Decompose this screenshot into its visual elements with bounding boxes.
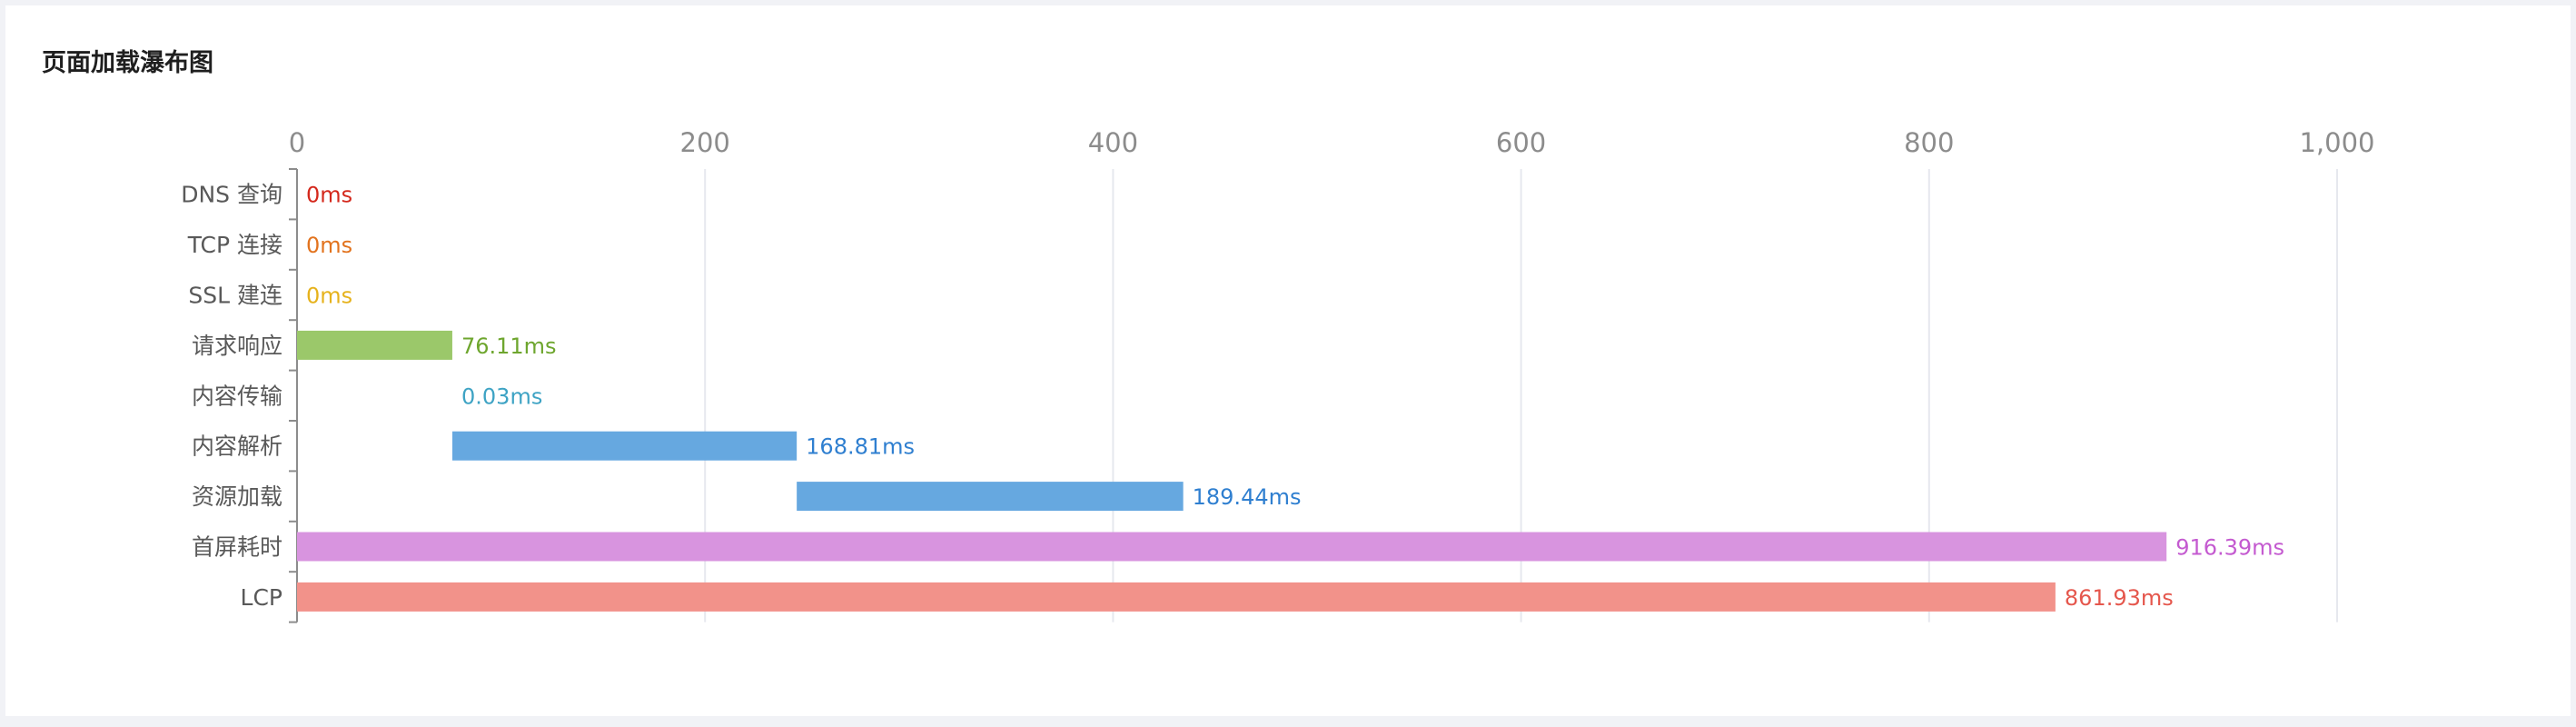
waterfall-chart: 0 200 400 600 800 1,000 DNS 查询 0ms TCP 连接 0ms SSL … (181, 127, 2375, 623)
category-label: 内容传输 (192, 383, 282, 409)
bar (452, 431, 798, 461)
bar (297, 532, 2167, 562)
chart-card: 页面加载瀑布图 0 200 400 600 800 1,000 DNS 查询 0ms TCP 连… (5, 5, 2571, 716)
bar (797, 482, 1184, 512)
chart-title: 页面加载瀑布图 (42, 49, 213, 77)
category-label: 内容解析 (192, 433, 282, 460)
x-tick-label: 0 (289, 127, 305, 158)
data-label: 0ms (306, 183, 352, 208)
category-label: DNS 查询 (181, 182, 282, 208)
category-label: 资源加载 (192, 483, 282, 510)
data-label: 0ms (306, 233, 352, 258)
x-tick-label: 600 (1496, 127, 1546, 158)
x-tick-label: 1,000 (2299, 127, 2374, 158)
data-label: 916.39ms (2175, 535, 2284, 561)
data-label: 76.11ms (461, 334, 557, 359)
data-label: 168.81ms (806, 434, 915, 460)
category-label: TCP 连接 (187, 232, 282, 258)
x-tick-label: 200 (680, 127, 730, 158)
bar (297, 330, 452, 360)
category-label: LCP (241, 584, 282, 611)
x-tick-label: 400 (1088, 127, 1138, 158)
category-label: SSL 建连 (188, 283, 282, 309)
bar (297, 582, 2056, 612)
category-label: 首屏耗时 (192, 534, 282, 561)
data-label: 0ms (306, 284, 352, 309)
x-tick-label: 800 (1904, 127, 1954, 158)
data-label: 861.93ms (2065, 585, 2174, 611)
data-label: 189.44ms (1193, 484, 1302, 510)
data-label: 0.03ms (461, 383, 542, 409)
category-label: 请求响应 (192, 333, 282, 359)
